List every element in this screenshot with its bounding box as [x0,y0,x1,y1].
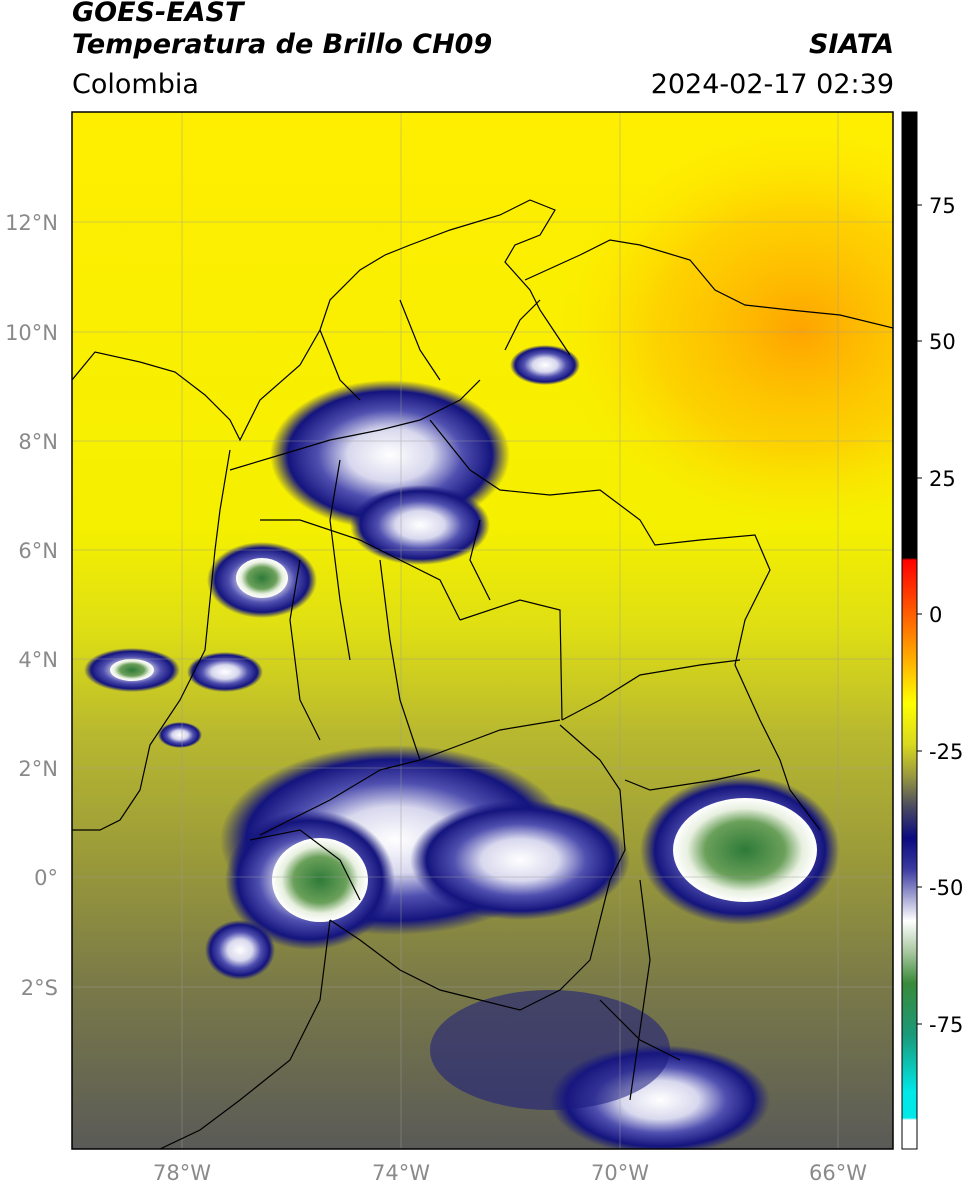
lon-tick: 70°W [591,1161,649,1185]
map-frame [71,111,894,1150]
lon-tick: 66°W [809,1161,867,1185]
lat-tick-labels: 12°N 10°N 8°N 6°N 4°N 2°N 0° 2°S [5,211,58,1000]
cloud-core [673,798,817,902]
cloud-core [272,838,368,922]
lat-tick: 2°S [21,976,58,1000]
lat-tick: 8°N [18,430,58,454]
satellite-title: GOES-EAST [72,0,244,28]
colorbar-tick: 50 [929,330,956,354]
lon-tick-labels: 78°W 74°W 70°W 66°W [153,1161,867,1185]
colorbar: 75 50 25 0 -25 -50 -75 [901,111,963,1150]
cloud-cluster [350,485,490,565]
lat-tick: 0° [34,866,58,890]
colorbar-tick: -50 [929,876,963,900]
warm-orange-region [560,130,893,530]
lon-tick: 78°W [153,1161,211,1185]
cloud-core [110,659,154,681]
borders-coastlines [72,199,893,1149]
map-panel [72,112,893,1149]
product-title: Temperatura de Brillo CH09 [72,29,493,60]
cloud-cluster [510,345,580,385]
region-label: Colombia [72,69,199,100]
gridlines [72,112,893,1149]
lon-tick: 74°W [372,1161,430,1185]
lat-tick: 6°N [18,539,58,563]
colorbar-tick: 0 [929,603,942,627]
cloud-cluster [430,990,670,1110]
cloud-cluster [187,652,263,692]
lat-tick: 4°N [18,648,58,672]
lat-tick: 12°N [5,211,58,235]
colorbar-gradient [901,111,918,1150]
colorbar-tick: 75 [929,194,956,218]
lat-tick: 2°N [18,757,58,781]
cloud-cluster [158,722,202,748]
colorbar-tick: -75 [929,1013,963,1037]
cloud-cluster [205,920,275,980]
organization-label: SIATA [808,29,894,60]
cloud-core [236,558,288,598]
colorbar-tick: 25 [929,467,956,491]
lat-tick: 10°N [5,321,58,345]
colorbar-tick: -25 [929,740,963,764]
datetime-label: 2024-02-17 02:39 [650,69,894,100]
cloud-cluster [410,800,630,920]
convective-clouds [84,345,840,1149]
